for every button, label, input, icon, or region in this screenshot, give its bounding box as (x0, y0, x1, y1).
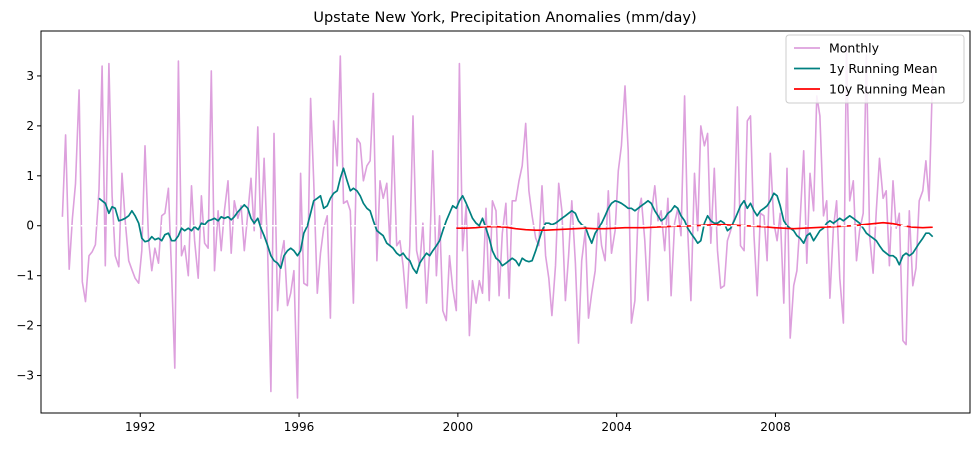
x-tick-label: 2008 (760, 420, 791, 434)
legend-entry-label: 10y Running Mean (829, 82, 946, 97)
legend-box (785, 34, 965, 104)
x-tick-label: 1996 (284, 420, 315, 434)
plot-area (60, 46, 935, 399)
y-tick-label: −2 (16, 319, 34, 333)
x-tick-label: 1992 (125, 420, 156, 434)
y-tick-label: 2 (26, 119, 34, 133)
plot-frame (40, 30, 971, 414)
x-tick-label: 2004 (601, 420, 632, 434)
legend: Monthly 1y Running Mean 10y Running Mean (785, 34, 965, 104)
series-line-monthly (61, 46, 934, 399)
y-tick-label: 1 (26, 169, 34, 183)
y-tick-label: −1 (16, 269, 34, 283)
legend-entry-label: Monthly (829, 41, 880, 56)
x-tick-label: 2000 (443, 420, 474, 434)
series-line-1y-running-mean (98, 167, 934, 275)
legend-entry-label: 1y Running Mean (829, 61, 938, 76)
y-tick-label: −3 (16, 369, 34, 383)
y-tick-label: 0 (26, 219, 34, 233)
y-tick-label: 3 (26, 69, 34, 83)
axis-ticks: 1992 1996 2000 2004 2008 −3 −2 −1 0 1 2 3 (16, 69, 790, 434)
chart-title: Upstate New York, Precipitation Anomalie… (313, 10, 696, 26)
